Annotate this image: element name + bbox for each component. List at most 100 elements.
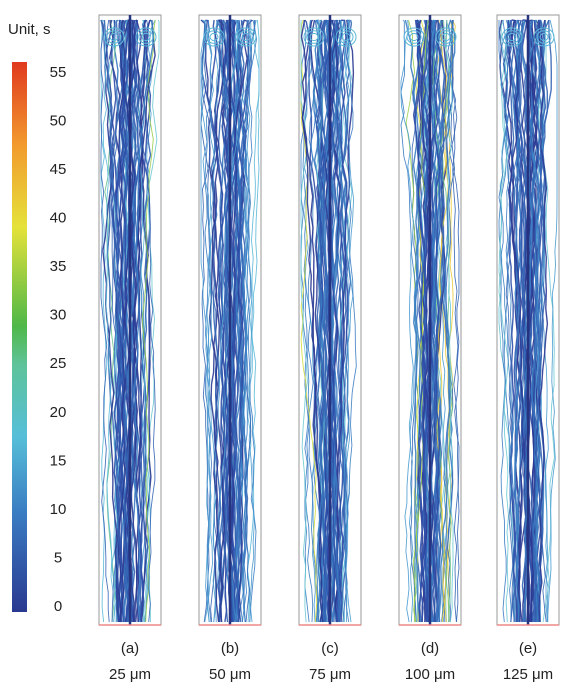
streamline [449,19,460,623]
colorbar-title: Unit, s [8,21,51,38]
streamline [107,19,118,623]
streamline [413,19,426,623]
vortex [338,30,354,44]
streamline [440,19,454,623]
vortex [238,30,254,44]
panel [496,14,560,626]
colorbar-tick-label: 20 [50,404,67,421]
panel-label: (d) [421,640,439,657]
vortex [103,27,125,47]
panel [298,14,362,626]
panel-label: (c) [321,640,339,657]
vortex [507,32,517,42]
colorbar-tick-label: 55 [50,64,67,81]
streamline [507,19,523,623]
streamline [103,19,133,623]
streamline [412,19,428,623]
streamline [508,19,525,623]
panel-label: (b) [221,640,239,657]
vortex [536,30,552,44]
streamline [337,19,349,623]
vortex [106,30,122,44]
colorbar-tick-label: 10 [50,501,67,518]
vortex [335,27,357,47]
streamline [425,19,453,623]
streamline [204,19,213,623]
streamline [229,19,249,623]
colorbar [12,62,27,612]
vortex [406,30,422,44]
streamline [209,19,225,623]
colorbar-tick-label: 45 [50,161,67,178]
vortex [203,27,225,47]
panel-label: (e) [519,640,537,657]
streamline [202,19,216,623]
streamline [443,19,454,623]
vortex [504,30,520,44]
panel-size: 75 μm [309,666,351,683]
vortex [533,27,555,47]
streamline [133,19,154,623]
streamline [318,19,342,623]
vortex [501,27,523,47]
streamline [141,19,156,623]
vortex [539,32,549,42]
vortex [309,32,319,42]
streamline [240,19,252,623]
vortex [209,32,219,42]
vortex [409,32,419,42]
streamline [223,19,241,623]
panel-size: 50 μm [209,666,251,683]
colorbar-tick-label: 40 [50,210,67,227]
streamline [434,19,446,623]
streamline [432,19,442,623]
vortex [141,32,151,42]
colorbar-tick-label: 5 [54,549,62,566]
vortex [235,27,257,47]
streamline [537,19,549,623]
colorbar-tick-label: 30 [50,307,67,324]
panel-size: 125 μm [503,666,553,683]
streamline [438,19,456,623]
streamline [512,19,522,623]
streamline [317,19,330,623]
colorbar-tick-label: 50 [50,113,67,130]
streamline [334,19,355,623]
streamline [498,19,511,623]
streamline [317,19,339,623]
vortex [206,30,222,44]
vortex [435,27,457,47]
streamline [547,19,558,623]
streamline [422,19,434,623]
streamline [431,19,443,623]
streamline [244,19,255,623]
vortex [109,32,119,42]
streamline [447,19,460,623]
streamline [137,19,156,623]
streamline [100,19,110,623]
streamline [100,19,125,623]
streamline [314,19,340,623]
panel-size: 25 μm [109,666,151,683]
vortex [341,32,351,42]
streamline [226,19,244,623]
streamline [224,19,236,623]
streamline [241,19,251,623]
streamline [118,19,131,623]
panel [198,14,262,626]
vortex [135,27,157,47]
streamline [415,19,434,623]
streamline [222,19,234,623]
panel-label: (a) [121,640,139,657]
colorbar-tick-label: 15 [50,452,67,469]
colorbar-tick-label: 25 [50,355,67,372]
streamline [316,19,330,622]
streamline [307,19,322,623]
vortex [138,30,154,44]
streamline [101,19,115,623]
vortex [441,32,451,42]
streamline [343,19,357,623]
streamline [342,19,355,623]
panel-size: 100 μm [405,666,455,683]
